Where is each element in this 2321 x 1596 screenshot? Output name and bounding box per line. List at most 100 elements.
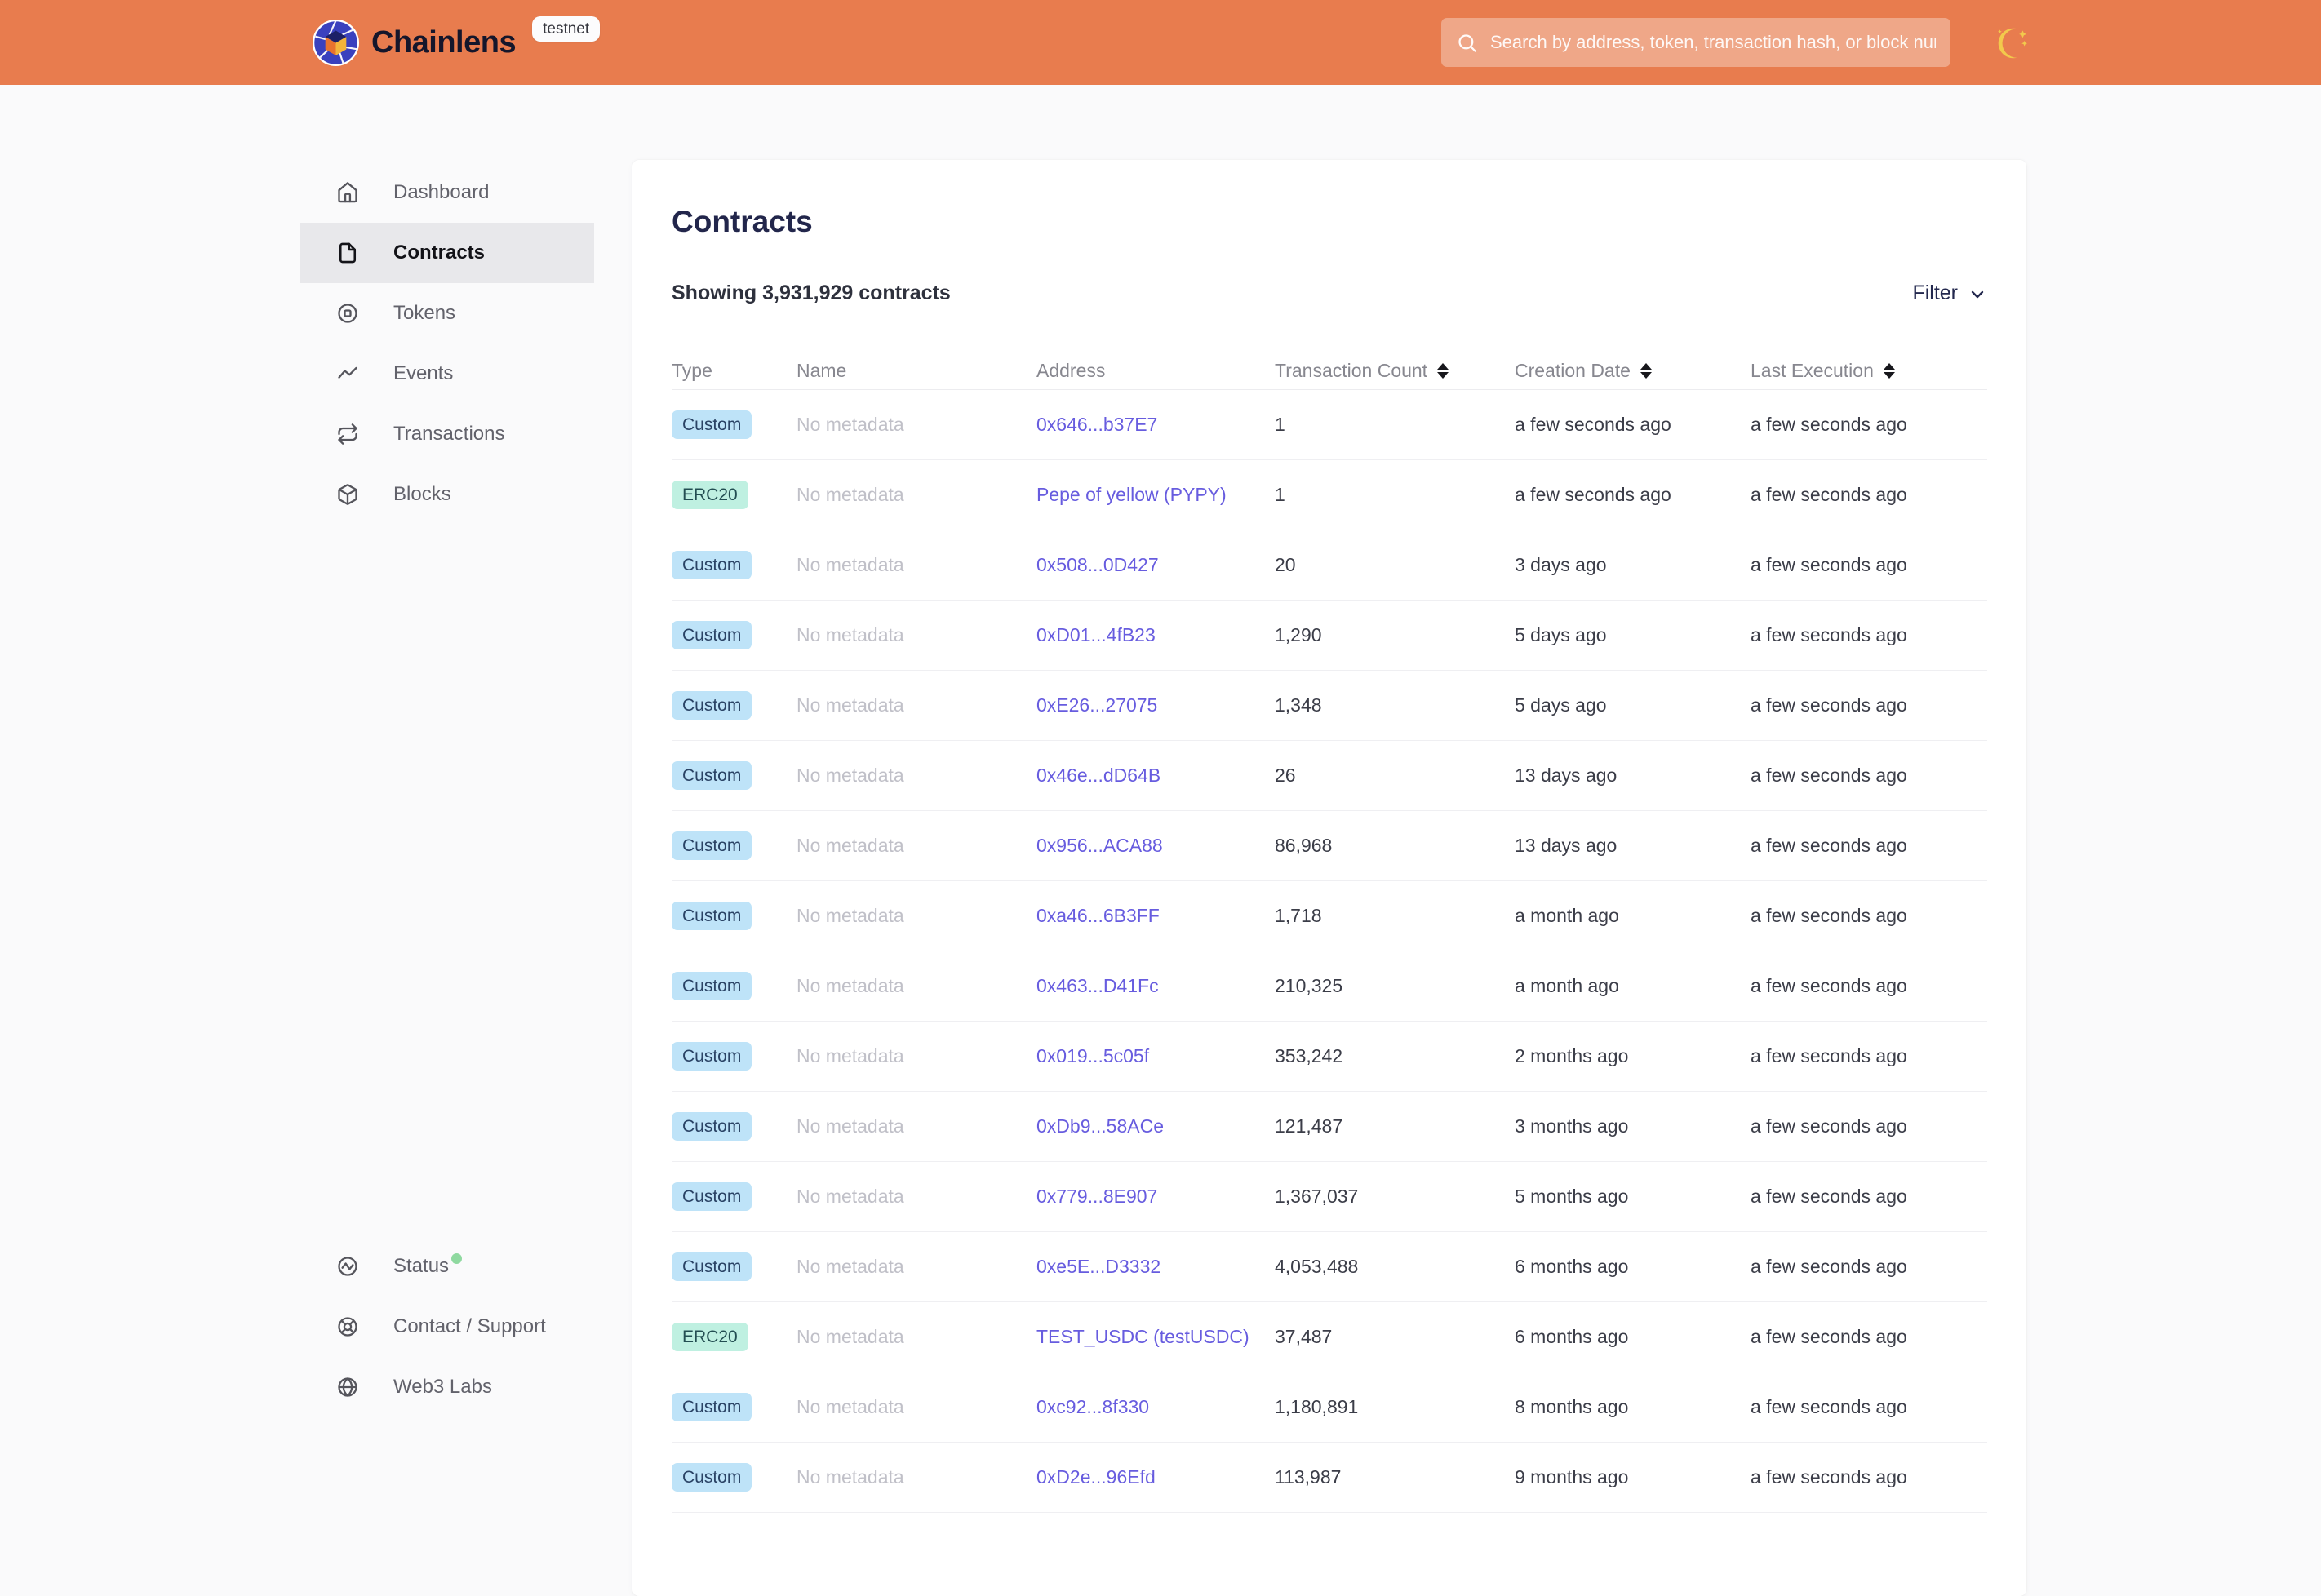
column-header-name: Name: [797, 359, 847, 381]
contract-name: No metadata: [797, 553, 904, 575]
transaction-count: 1,348: [1275, 694, 1322, 716]
sidebar-item-blocks[interactable]: Blocks: [300, 464, 594, 525]
column-header-creation-date[interactable]: Creation Date: [1515, 360, 1751, 382]
last-execution: a few seconds ago: [1751, 834, 1907, 856]
contract-type-badge: ERC20: [672, 1322, 748, 1351]
last-execution: a few seconds ago: [1751, 694, 1907, 716]
contract-address-link[interactable]: TEST_USDC (testUSDC): [1036, 1325, 1249, 1347]
last-execution: a few seconds ago: [1751, 623, 1907, 645]
last-execution: a few seconds ago: [1751, 1325, 1907, 1347]
creation-date: a few seconds ago: [1515, 413, 1671, 435]
brand-logo[interactable]: Chainlens testnet: [313, 0, 601, 85]
contract-address-link[interactable]: 0x508...0D427: [1036, 553, 1159, 575]
filter-button[interactable]: Filter: [1912, 282, 1987, 305]
column-header-transaction-count[interactable]: Transaction Count: [1275, 360, 1515, 382]
chainlens-logo-icon: [313, 19, 359, 66]
sidebar-item-contact-support[interactable]: Contact / Support: [300, 1297, 594, 1357]
table-row: Custom No metadata 0xa46...6B3FF 1,718 a…: [672, 881, 1987, 951]
contract-type-badge: Custom: [672, 901, 752, 930]
last-execution: a few seconds ago: [1751, 764, 1907, 786]
column-header-last-execution[interactable]: Last Execution: [1751, 360, 1987, 382]
sidebar-item-label: Events: [393, 362, 454, 384]
page-title: Contracts: [672, 205, 813, 238]
last-execution: a few seconds ago: [1751, 553, 1907, 575]
contract-address-link[interactable]: 0x463...D41Fc: [1036, 974, 1159, 996]
environment-badge: testnet: [532, 16, 601, 42]
globe-icon: [336, 1376, 359, 1399]
contract-address-link[interactable]: 0x779...8E907: [1036, 1185, 1158, 1207]
contract-address-link[interactable]: 0xc92...8f330: [1036, 1395, 1150, 1417]
creation-date: 9 months ago: [1515, 1465, 1629, 1487]
transaction-count: 1,290: [1275, 623, 1322, 645]
contract-address-link[interactable]: 0x956...ACA88: [1036, 834, 1163, 856]
contract-type-badge: Custom: [672, 1181, 752, 1211]
table-row: Custom No metadata 0x646...b37E7 1 a few…: [672, 390, 1987, 460]
creation-date: 13 days ago: [1515, 764, 1618, 786]
transaction-count: 1: [1275, 483, 1285, 505]
creation-date: 5 days ago: [1515, 694, 1607, 716]
sidebar-item-label: Blocks: [393, 483, 451, 505]
sort-icon[interactable]: [1640, 362, 1652, 379]
sidebar-item-tokens[interactable]: Tokens: [300, 283, 594, 344]
transaction-count: 1: [1275, 413, 1285, 435]
contracts-count-summary: Showing 3,931,929 contracts: [672, 281, 951, 304]
contract-name: No metadata: [797, 1115, 904, 1137]
contract-type-badge: Custom: [672, 760, 752, 790]
contract-address-link[interactable]: 0x019...5c05f: [1036, 1044, 1150, 1066]
table-row: Custom No metadata 0xD2e...96Efd 113,987…: [672, 1443, 1987, 1513]
events-icon: [336, 362, 359, 385]
transaction-count: 210,325: [1275, 974, 1343, 996]
contract-name: No metadata: [797, 904, 904, 926]
contracts-table: Type Name Address Transaction Count Crea…: [672, 352, 1987, 1513]
contract-type-badge: Custom: [672, 1252, 752, 1281]
last-execution: a few seconds ago: [1751, 483, 1907, 505]
contract-address-link[interactable]: 0xe5E...D3332: [1036, 1255, 1161, 1277]
creation-date: 13 days ago: [1515, 834, 1618, 856]
sidebar-item-label: Contact / Support: [393, 1315, 546, 1337]
sidebar-nav: Dashboard Contracts Tokens Events Transa…: [0, 162, 632, 525]
table-row: Custom No metadata 0x779...8E907 1,367,0…: [672, 1162, 1987, 1232]
sidebar-item-label: Tokens: [393, 302, 456, 324]
sidebar-item-transactions[interactable]: Transactions: [300, 404, 594, 464]
creation-date: 6 months ago: [1515, 1255, 1629, 1277]
contract-type-badge: Custom: [672, 1111, 752, 1141]
table-body: Custom No metadata 0x646...b37E7 1 a few…: [672, 390, 1987, 1513]
contract-name: No metadata: [797, 1465, 904, 1487]
contract-address-link[interactable]: 0xa46...6B3FF: [1036, 904, 1160, 926]
last-execution: a few seconds ago: [1751, 1185, 1907, 1207]
contract-address-link[interactable]: Pepe of yellow (PYPY): [1036, 483, 1227, 505]
sidebar-item-dashboard[interactable]: Dashboard: [300, 162, 594, 223]
contract-address-link[interactable]: 0xD01...4fB23: [1036, 623, 1156, 645]
contract-name: No metadata: [797, 623, 904, 645]
creation-date: a month ago: [1515, 974, 1619, 996]
global-search[interactable]: [1441, 18, 1950, 67]
contract-address-link[interactable]: 0x46e...dD64B: [1036, 764, 1161, 786]
last-execution: a few seconds ago: [1751, 1115, 1907, 1137]
contract-name: No metadata: [797, 413, 904, 435]
sort-icon[interactable]: [1437, 362, 1449, 379]
transaction-count: 353,242: [1275, 1044, 1343, 1066]
table-row: Custom No metadata 0xc92...8f330 1,180,8…: [672, 1372, 1987, 1443]
dark-mode-toggle[interactable]: [1991, 23, 2032, 64]
search-input[interactable]: [1490, 32, 1936, 53]
contract-type-badge: Custom: [672, 971, 752, 1000]
contract-address-link[interactable]: 0xDb9...58ACe: [1036, 1115, 1164, 1137]
contract-address-link[interactable]: 0xE26...27075: [1036, 694, 1158, 716]
contract-name: No metadata: [797, 1185, 904, 1207]
contract-type-badge: Custom: [672, 690, 752, 720]
contract-address-link[interactable]: 0x646...b37E7: [1036, 413, 1158, 435]
sidebar-item-web3-labs[interactable]: Web3 Labs: [300, 1357, 594, 1417]
last-execution: a few seconds ago: [1751, 1044, 1907, 1066]
creation-date: 8 months ago: [1515, 1395, 1629, 1417]
sidebar-item-status[interactable]: Status: [300, 1236, 594, 1297]
transaction-count: 20: [1275, 553, 1296, 575]
last-execution: a few seconds ago: [1751, 1255, 1907, 1277]
sidebar-item-contracts[interactable]: Contracts: [300, 223, 594, 283]
table-row: Custom No metadata 0xE26...27075 1,348 5…: [672, 671, 1987, 741]
contract-address-link[interactable]: 0xD2e...96Efd: [1036, 1465, 1156, 1487]
transaction-count: 1,718: [1275, 904, 1322, 926]
sort-icon[interactable]: [1883, 362, 1895, 379]
contract-type-badge: Custom: [672, 620, 752, 649]
creation-date: 3 days ago: [1515, 553, 1607, 575]
sidebar-item-events[interactable]: Events: [300, 344, 594, 404]
